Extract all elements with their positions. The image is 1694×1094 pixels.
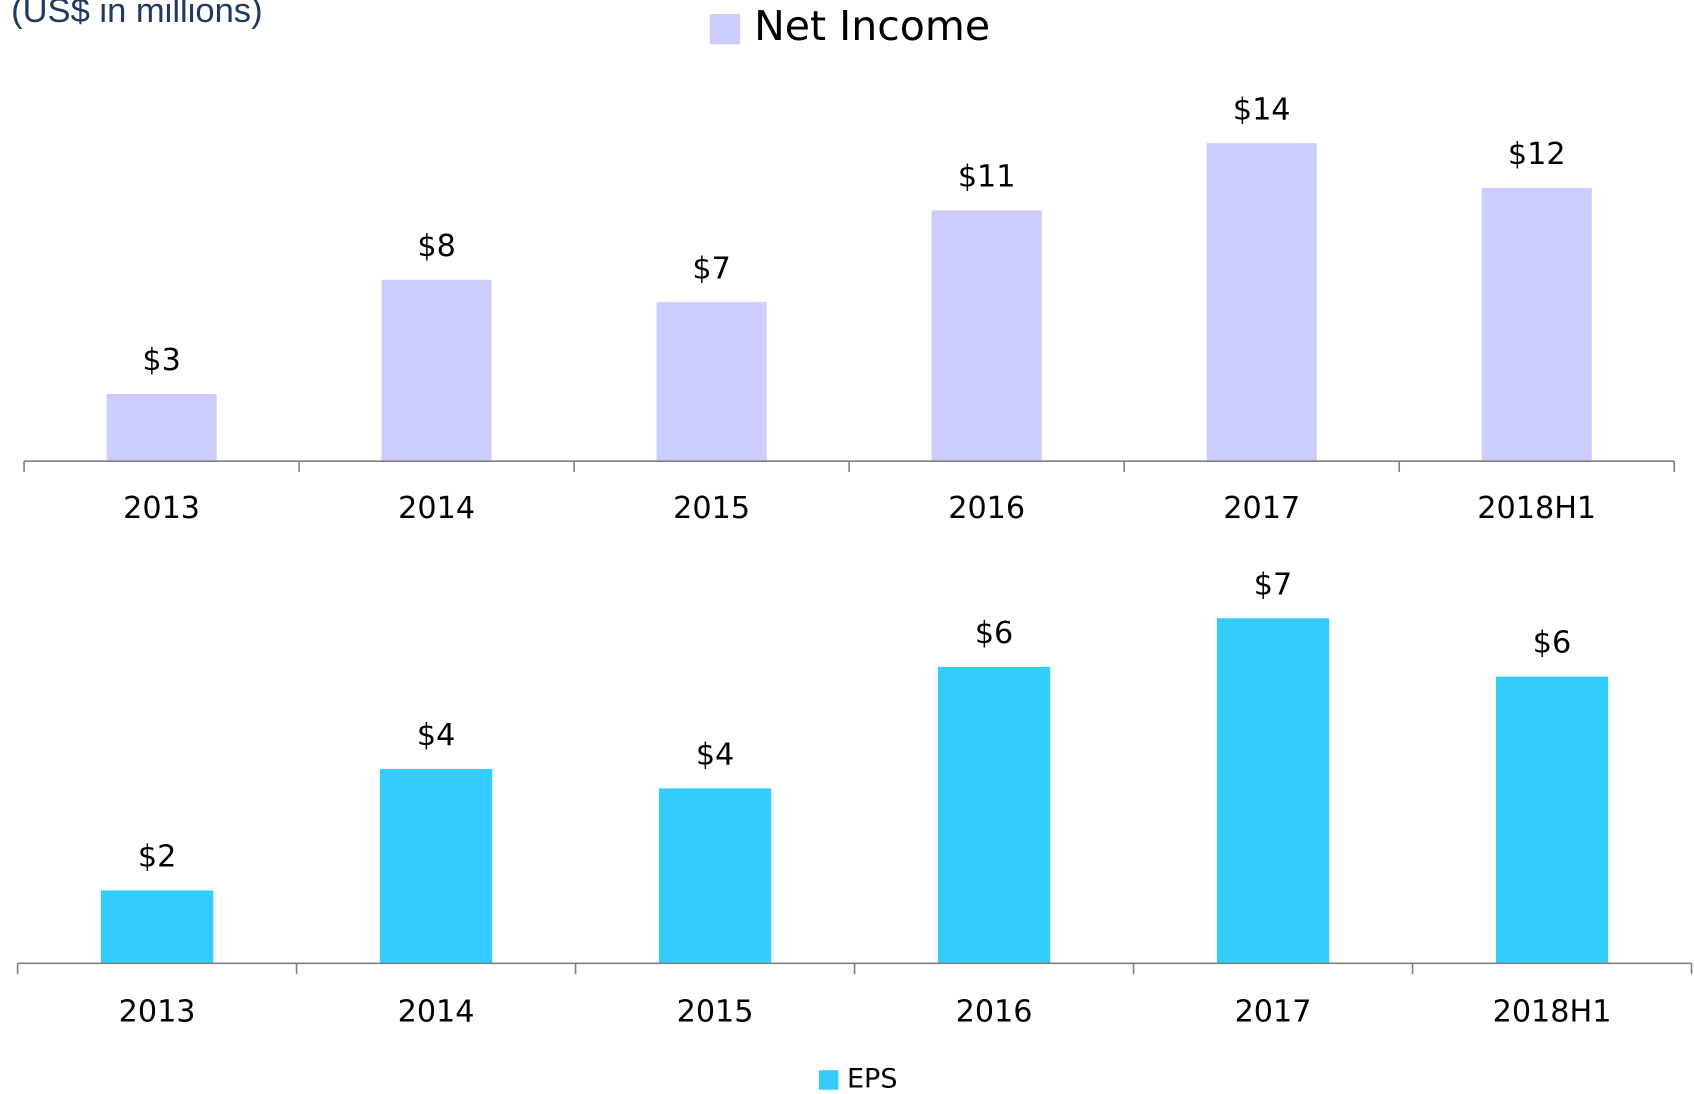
x-tick-label: 2014 (398, 995, 475, 1030)
data-label: $7 (1254, 567, 1292, 602)
data-label: $2 (138, 840, 176, 875)
bar (1206, 143, 1317, 462)
bar (106, 393, 217, 462)
x-tick-label: 2015 (677, 995, 754, 1030)
data-label: $8 (417, 229, 455, 264)
bar (1216, 618, 1330, 964)
bar (1481, 187, 1592, 462)
data-label: $11 (958, 159, 1016, 194)
x-tick-label: 2015 (673, 491, 750, 526)
bar (379, 768, 493, 964)
x-tick-label: 2016 (948, 491, 1025, 526)
legend-swatch (709, 14, 741, 45)
x-tick-label: 2016 (956, 995, 1033, 1030)
x-tick-label: 2017 (1235, 995, 1312, 1030)
data-label: $4 (417, 718, 455, 753)
legend-label: EPS (847, 1063, 897, 1094)
bar (100, 890, 214, 964)
bar (937, 666, 1051, 964)
x-tick-label: 2017 (1223, 491, 1300, 526)
data-label: $12 (1508, 137, 1566, 172)
data-label: $4 (696, 737, 734, 772)
bar (656, 302, 767, 462)
x-tick-label: 2018H1 (1493, 995, 1612, 1030)
bar (381, 279, 492, 462)
x-tick-label: 2014 (398, 491, 475, 526)
x-tick-label: 2018H1 (1477, 491, 1596, 526)
bar (931, 210, 1042, 462)
data-label: $6 (1533, 626, 1571, 661)
legend-label: Net Income (754, 2, 990, 50)
legend-swatch (818, 1070, 839, 1090)
data-label: $3 (142, 343, 180, 378)
bar (1495, 676, 1609, 964)
x-tick-label: 2013 (119, 995, 196, 1030)
data-label: $6 (975, 616, 1013, 651)
bar (658, 788, 772, 964)
data-label: $14 (1233, 92, 1291, 127)
data-label: $7 (692, 251, 730, 286)
x-tick-label: 2013 (123, 491, 200, 526)
chart-subtitle: (US$ in millions) (11, 0, 262, 30)
